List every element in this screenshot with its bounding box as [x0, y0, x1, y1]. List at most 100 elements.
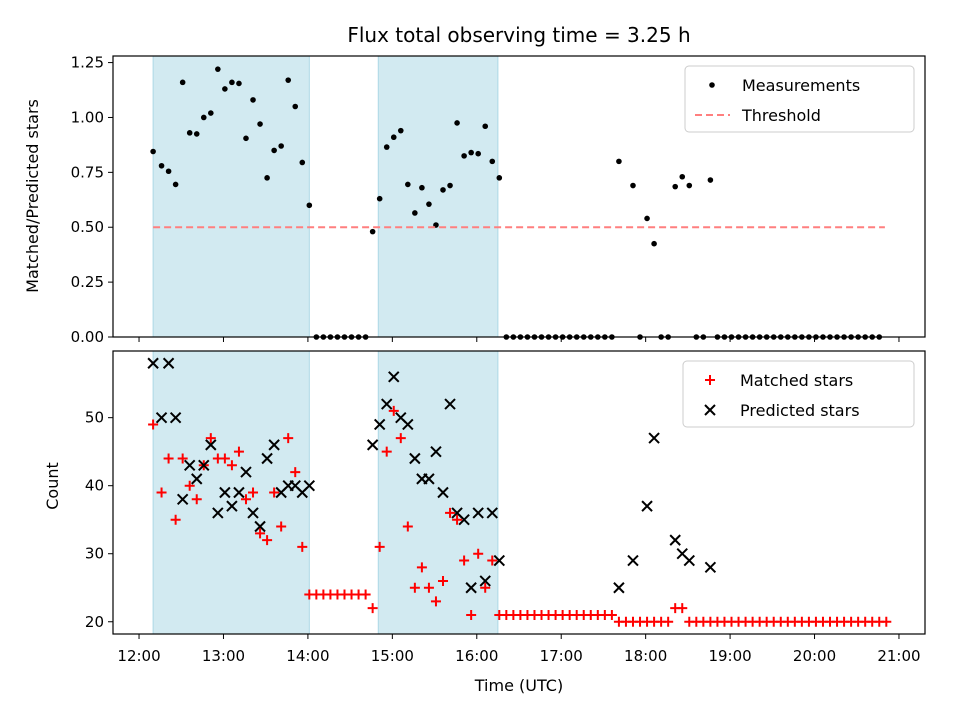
measurement-point [475, 150, 481, 157]
legend-label: Matched stars [740, 371, 853, 390]
measurement-point [672, 183, 679, 190]
matched-star-point [466, 609, 477, 620]
predicted-star-point [683, 554, 695, 567]
measurement-point [369, 228, 376, 235]
measurement-point [257, 121, 263, 127]
measurement-point [496, 175, 503, 181]
x-axis-label: Time (UTC) [474, 676, 563, 695]
measurement-point [461, 153, 467, 159]
measurement-point [419, 184, 425, 191]
predicted-star-point [704, 561, 717, 574]
predicted-star-point [268, 439, 280, 451]
predicted-star-point [465, 582, 477, 594]
matched-star-point [445, 507, 456, 518]
predicted-star-point [627, 554, 639, 567]
measurement-point [264, 175, 270, 181]
predicted-star-point [191, 473, 203, 485]
shaded-interval [152, 55, 310, 338]
measurement-point [165, 168, 172, 175]
measurement-point [383, 144, 390, 150]
matched-star-point [459, 555, 470, 566]
measurement-point [243, 135, 249, 142]
matched-star-point [156, 487, 167, 498]
matched-star-point [290, 467, 301, 478]
measurement-point [707, 177, 714, 183]
matched-star-point [402, 521, 413, 532]
predicted-star-point [226, 500, 238, 512]
matched-star-point [438, 575, 449, 586]
matched-star-point [409, 582, 420, 593]
matched-star-point [388, 405, 399, 416]
legend-label: Threshold [741, 106, 821, 125]
predicted-star-point [472, 507, 484, 519]
predicted-star-point [169, 411, 182, 424]
predicted-star-point [155, 411, 168, 424]
measurement-point [215, 66, 221, 72]
measurement-point [158, 162, 165, 169]
predicted-star-point [430, 445, 442, 458]
x-tick-label: 18:00 [624, 647, 667, 665]
predicted-star-point [183, 459, 196, 471]
measurement-point [229, 79, 235, 86]
legend-swatch [709, 82, 715, 88]
plot-frame [112, 55, 926, 338]
measurement-point [376, 195, 383, 202]
measurement-point [482, 123, 489, 130]
matched-star-point [148, 419, 159, 430]
plot-frame [112, 350, 926, 635]
measurement-point [186, 130, 193, 136]
legend-label: Measurements [742, 76, 860, 95]
shaded-interval [152, 350, 310, 635]
predicted-star-point [303, 479, 316, 492]
measurement-point [236, 80, 242, 87]
measurement-point [630, 182, 636, 189]
measurement-point [150, 148, 156, 155]
y-tick-label: 0.50 [71, 218, 104, 236]
y-tick-label: 0.00 [71, 328, 104, 346]
matched-star-point [177, 453, 188, 464]
measurement-point [179, 79, 186, 86]
matched-star-point [360, 589, 371, 600]
legend-swatch [705, 375, 715, 385]
predicted-star-point [613, 582, 625, 594]
x-tick-label: 20:00 [793, 647, 836, 665]
matched-star-point [881, 616, 892, 627]
matched-star-point [423, 582, 434, 593]
measurement-point [489, 158, 496, 165]
matched-star-point [248, 487, 259, 498]
predicted-star-point [381, 398, 393, 410]
legend-box [684, 65, 915, 133]
matched-star-point [367, 603, 378, 614]
predicted-star-point [147, 357, 159, 369]
measurement-point [679, 173, 686, 180]
measurement-point [278, 143, 284, 149]
matched-star-point [191, 494, 202, 505]
predicted-star-point [212, 507, 224, 519]
x-tick-label: 16:00 [455, 647, 498, 665]
predicted-star-point [493, 554, 506, 567]
x-tick-label: 17:00 [540, 647, 583, 665]
x-tick-label: 21:00 [877, 647, 920, 665]
y-tick-label: 20 [85, 613, 104, 631]
matched-star-point [184, 480, 195, 491]
measurement-point [306, 202, 313, 209]
predicted-star-point [219, 486, 231, 499]
measurements-panel: 0.00 0.25 0.50 0.75 1.00 1.25 Measurements Thre… [71, 54, 926, 346]
matched-star-point [473, 548, 484, 559]
x-tick-label: 12:00 [117, 647, 160, 665]
measurement-point [292, 103, 299, 110]
measurement-point [616, 158, 622, 165]
measurement-point [222, 86, 228, 92]
measurement-point [208, 110, 214, 116]
bottom-y-axis-label: Count [43, 462, 62, 510]
predicted-star-point [254, 520, 266, 533]
predicted-star-point [409, 452, 421, 465]
matched-star-point [170, 514, 181, 525]
legend-label: Predicted stars [740, 401, 860, 420]
measurement-point [193, 131, 200, 137]
measurement-point [172, 181, 179, 188]
matched-star-point [255, 528, 266, 539]
measurement-point [412, 210, 418, 216]
measurement-point [651, 240, 657, 247]
matched-star-point [233, 446, 244, 457]
